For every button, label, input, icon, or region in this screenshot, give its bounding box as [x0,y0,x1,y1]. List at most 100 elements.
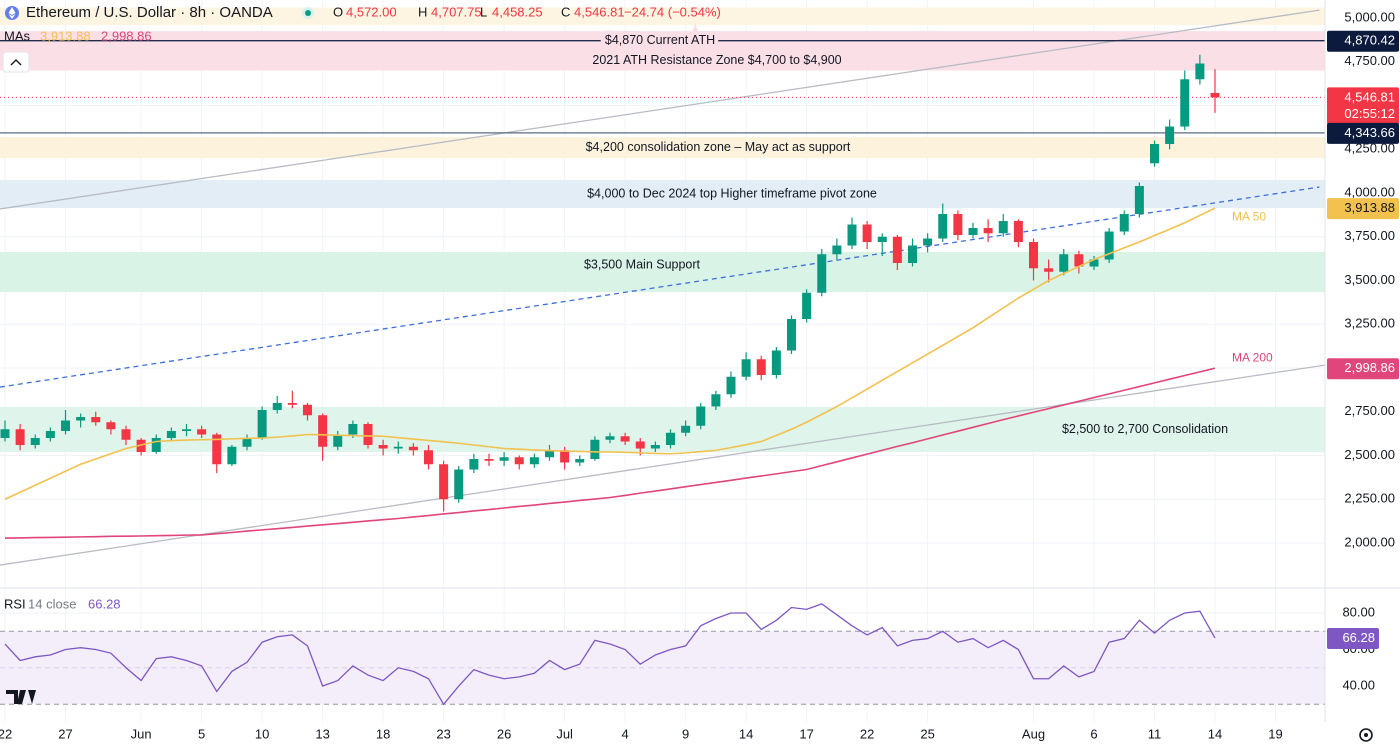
market-status-dot [305,10,311,16]
y-tick-label: 3,750.00 [1344,228,1395,243]
ohlc-value: 4,458.25 [492,4,543,19]
candle-body [151,438,161,453]
y-tick-label: 4,750.00 [1344,53,1395,68]
candle-body [666,432,675,446]
candle-body [378,445,388,449]
candle-body [681,425,691,433]
candle-body [575,459,585,463]
candle-body [408,446,418,451]
candle-body [318,415,328,447]
candle-body [953,214,963,236]
candle-body [1210,92,1220,98]
series-label: MA 200 [1232,350,1273,364]
moving-average [4,367,1216,539]
candle-body [257,410,267,439]
ohlc-key: L [480,4,487,19]
candle-body [1119,214,1129,232]
candle-body [529,457,539,465]
candle-body [182,429,191,432]
rsi-tick-label: 80.00 [1342,604,1375,619]
candle-body [832,245,842,255]
candle-body [1150,144,1159,164]
symbol-title: Ethereum / U.S. Dollar · 8h · OANDA [26,4,273,21]
y-tick-label: 5,000.00 [1344,9,1395,24]
logo[interactable] [6,690,36,704]
ohlc-value: 4,546.81 [574,4,625,19]
candle-body [787,319,796,351]
candle-body [741,359,751,377]
candle-body [862,224,872,243]
x-tick-label: 9 [682,726,689,741]
candle-body [363,424,373,446]
x-tick-label: 14 [1208,726,1222,741]
candle-body [1180,79,1190,127]
candle-body [212,434,222,465]
candle-body [726,376,736,395]
x-tick-label: Jun [131,726,152,741]
candle-body [650,445,660,449]
candle-body [847,224,857,246]
x-tick-label: 10 [255,726,269,741]
y-tick-label: 3,250.00 [1344,316,1395,331]
x-tick-label: Aug [1022,726,1045,741]
y-tick-label: 4,250.00 [1344,141,1395,156]
trendline [0,186,1320,388]
price-tag-label: 3,913.88 [1344,200,1395,215]
settings-icon[interactable] [1359,728,1373,742]
candle-body [91,417,101,423]
candle-body [560,450,570,463]
price-tag-label: 2,998.86 [1344,360,1395,375]
candle-body [287,403,297,405]
candle-body [454,469,464,500]
rsi-value: 66.28 [88,596,121,611]
candle-body [1089,259,1099,267]
candle-body [1165,126,1175,145]
price-tag [1327,87,1399,125]
zone [0,31,1325,71]
candle-body [1059,254,1069,272]
series-label: MA 50 [1232,209,1266,223]
collapse-icon [10,59,22,66]
candle-body [0,429,10,439]
candle-body [424,450,433,465]
candle-body [1104,231,1114,260]
x-tick-label: 6 [1090,726,1097,741]
candle-body [348,424,358,435]
candle-body [439,464,449,500]
candle-body [908,245,917,264]
candle-body [756,359,766,376]
price-tag-label: 4,870.42 [1344,33,1395,48]
candle-body [892,236,902,264]
ohlc-change: −24.74 (−0.54%) [624,4,721,19]
candle-body [1074,254,1084,267]
price-tag [1327,122,1399,144]
zone-label: $2,500 to 2,700 Consolidation [1062,422,1228,436]
candle-body [802,292,812,320]
candle-body [303,404,312,416]
candle-body [499,457,509,461]
x-tick-label: 22 [860,726,874,741]
x-tick-label: 17 [799,726,813,741]
trendline [0,364,1325,566]
collapse-button[interactable] [2,51,30,73]
candle-body [197,429,207,435]
candle-body [121,429,131,440]
y-tick-label: 2,500.00 [1344,447,1395,462]
rsi-params: 14 close [28,596,76,611]
ohlc-key: O [333,4,343,19]
candle-body [620,436,630,442]
candle-body [166,431,176,439]
mas-label: MAs [4,28,31,43]
candle-body [76,417,86,421]
ma200-value: 2,998.86 [101,28,152,43]
candle-body [696,406,706,426]
candle-body [711,394,721,407]
x-tick-label: 5 [198,726,205,741]
ohlc-value: 4,572.00 [346,4,397,19]
candle-body [514,457,524,465]
x-tick-label: Jul [556,726,573,741]
zone-label: $4,000 to Dec 2024 top Higher timeframe … [587,186,877,200]
candle-body [998,221,1008,234]
